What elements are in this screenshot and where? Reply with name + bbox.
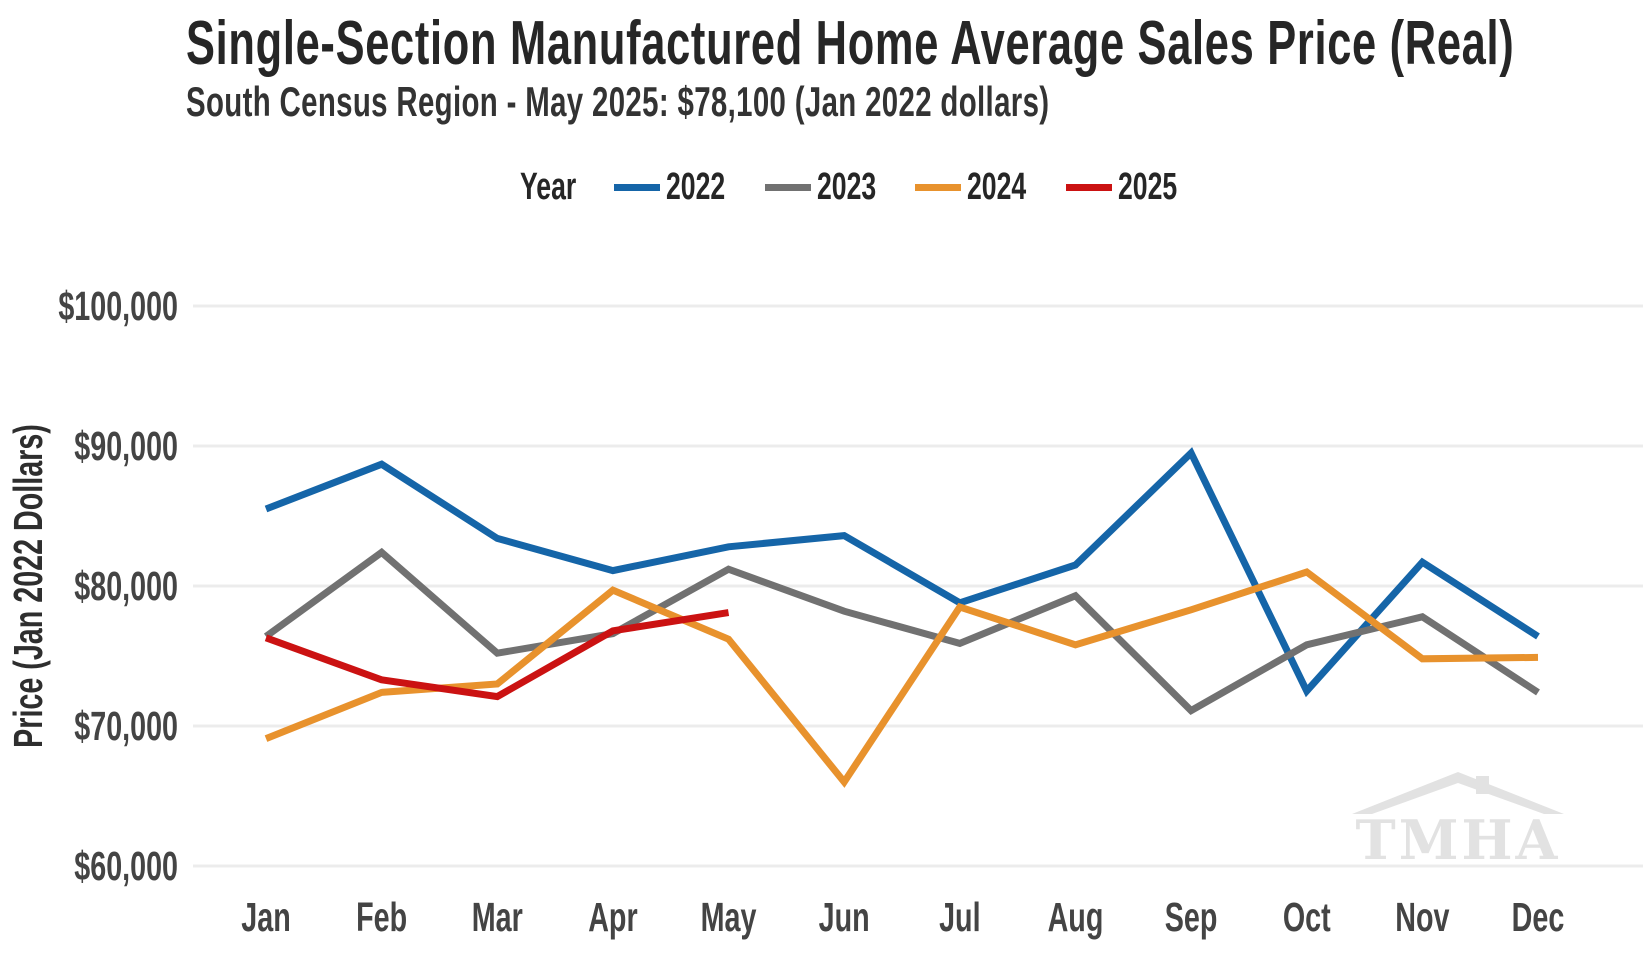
legend-swatch-2023	[764, 183, 811, 191]
legend-item-2024: 2024	[915, 166, 1052, 209]
x-tick-label-jul: Jul	[939, 895, 980, 940]
legend-label-2022: 2022	[666, 165, 726, 208]
legend-swatch-2022	[614, 183, 661, 191]
legend-label-2024: 2024	[967, 165, 1027, 208]
legend-swatch-2025	[1065, 183, 1112, 191]
x-tick-label-apr: Apr	[588, 895, 638, 940]
chart-subtitle: South Census Region - May 2025: $78,100 …	[186, 78, 1050, 125]
legend-item-2025: 2025	[1065, 165, 1203, 209]
y-tick-label: $100,000	[58, 284, 178, 329]
legend-label-2025: 2025	[1117, 165, 1178, 208]
y-tick-label: $60,000	[74, 844, 178, 889]
series-line-2024	[264, 568, 1539, 788]
x-tick-label-oct: Oct	[1283, 895, 1331, 940]
x-tick-label-jun: Jun	[819, 895, 870, 940]
y-axis-title: Price (Jan 2022 Dollars)	[6, 424, 51, 748]
legend-title: Year	[520, 165, 577, 208]
legend: Year 2022 2023 2024 2025	[520, 164, 1203, 210]
x-tick-label-dec: Dec	[1512, 895, 1565, 940]
legend-item-2022: 2022	[614, 166, 751, 209]
series-line-2022	[264, 447, 1540, 698]
x-tick-label-sep: Sep	[1165, 895, 1218, 940]
legend-item-2023: 2023	[764, 165, 902, 209]
legend-swatch-2024	[915, 183, 962, 191]
x-tick-label-nov: Nov	[1395, 895, 1449, 940]
y-tick-label: $80,000	[74, 564, 178, 609]
series-line-2023	[263, 547, 1540, 715]
x-tick-label-mar: Mar	[472, 895, 523, 940]
chart-title: Single-Section Manufactured Home Average…	[186, 9, 1515, 78]
x-tick-label-feb: Feb	[356, 895, 407, 940]
x-tick-label-aug: Aug	[1048, 895, 1104, 940]
legend-label-2023: 2023	[816, 165, 877, 208]
series-line-2025	[264, 609, 730, 701]
y-tick-label: $70,000	[74, 704, 178, 749]
y-tick-label: $90,000	[74, 424, 178, 469]
x-tick-label-jan: Jan	[241, 895, 290, 940]
x-tick-label-may: May	[701, 895, 757, 940]
